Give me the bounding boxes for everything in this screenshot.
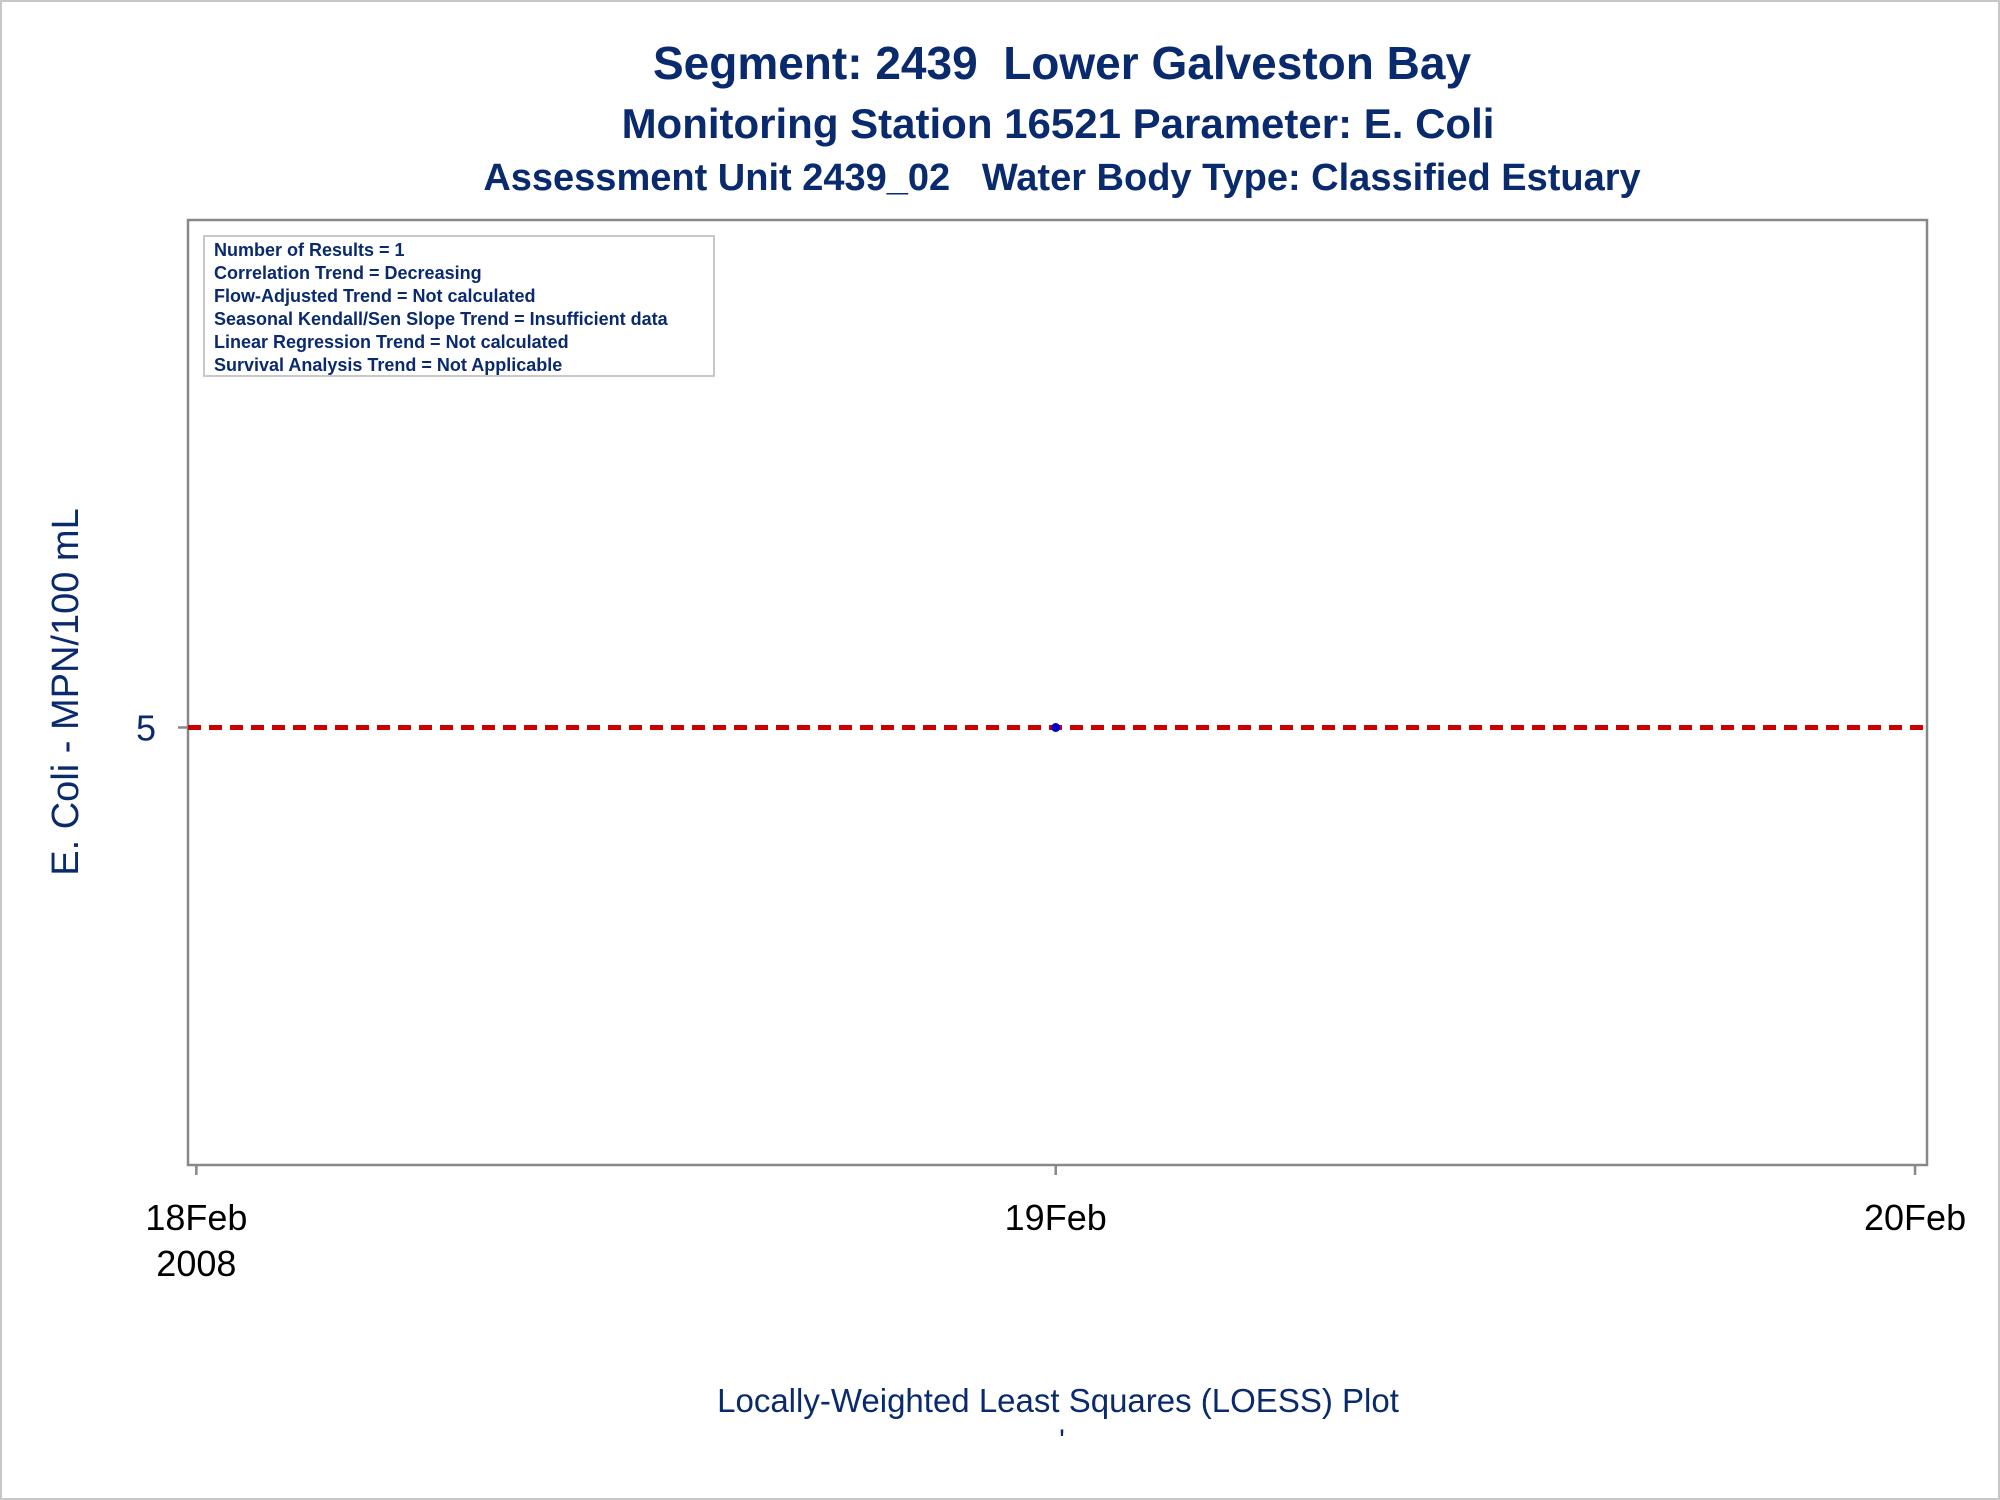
info-box: Number of Results = 1 Correlation Trend =… bbox=[203, 235, 715, 377]
info-box-line: Survival Analysis Trend = Not Applicable bbox=[214, 355, 562, 375]
x-tick-label: 20Feb bbox=[1864, 1197, 1966, 1238]
data-points bbox=[1051, 723, 1061, 732]
info-box-line: Linear Regression Trend = Not calculated bbox=[214, 332, 569, 352]
chart-title: Segment: 2439 Lower Galveston Bay bbox=[653, 37, 1471, 89]
footnote-mark: ' bbox=[1059, 1424, 1065, 1457]
info-box-line: Seasonal Kendall/Sen Slope Trend = Insuf… bbox=[214, 309, 669, 329]
x-axis-label: Locally-Weighted Least Squares (LOESS) P… bbox=[717, 1382, 1399, 1419]
x-tick-label: 19Feb bbox=[1005, 1197, 1107, 1238]
y-tick-label: 5 bbox=[136, 708, 156, 749]
info-box-line: Correlation Trend = Decreasing bbox=[214, 263, 482, 283]
plot-area bbox=[186, 218, 1929, 1167]
info-box-line: Number of Results = 1 bbox=[214, 240, 405, 260]
x-axis: 18Feb 2008 19Feb 20Feb bbox=[145, 1165, 1966, 1284]
chart-subtitle-2: Assessment Unit 2439_02 Water Body Type:… bbox=[483, 157, 1640, 199]
info-box-line: Flow-Adjusted Trend = Not calculated bbox=[214, 286, 536, 306]
x-tick-sublabel: 2008 bbox=[156, 1243, 236, 1284]
x-tick-label: 18Feb bbox=[145, 1197, 247, 1238]
chart-subtitle: Monitoring Station 16521 Parameter: E. C… bbox=[622, 100, 1495, 147]
info-box-lines: Number of Results = 1 Correlation Trend =… bbox=[214, 240, 669, 375]
y-axis-label: E. Coli - MPN/100 mL bbox=[45, 508, 87, 875]
data-point bbox=[1051, 723, 1061, 732]
y-axis: 5 bbox=[136, 708, 188, 749]
info-box-frame bbox=[203, 235, 715, 377]
